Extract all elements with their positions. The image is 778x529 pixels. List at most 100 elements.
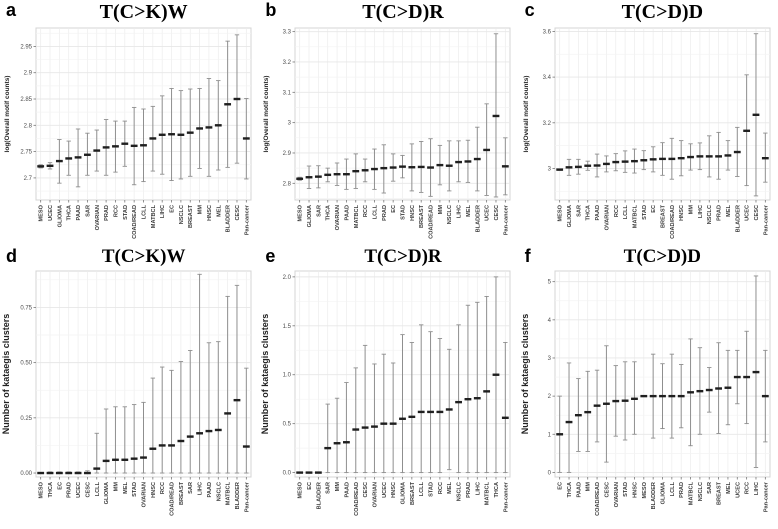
x-tick-label: UCEC [744, 205, 750, 221]
x-tick-label: CESC [494, 205, 500, 221]
error-bar-LCLL [93, 432, 101, 474]
error-bar-HNSC [408, 143, 416, 192]
error-bar-GLIOMA [565, 158, 573, 176]
x-tick-label: HNSC [207, 205, 213, 221]
error-bar-CESC [233, 34, 241, 164]
x-tick-label: CESC [85, 482, 91, 498]
x-tick-label: NSCLC [707, 205, 713, 224]
x-tick-label: UCEC [735, 482, 741, 498]
x-tick-label: EC [391, 205, 397, 213]
x-tick-label: PAAD [345, 205, 351, 220]
error-bar-PRAD [102, 119, 110, 176]
error-bar-COAD/READ [168, 369, 175, 474]
error-bar-OVARIAN [140, 401, 147, 474]
x-tick-label: LIHC [698, 205, 704, 218]
error-bar-MESO [296, 471, 304, 474]
x-tick-label: PAAD [76, 205, 82, 220]
x-axis: MESO THCA EC PRAD UCEC CESC LCLL GLIOMA MM MEL STA… [39, 477, 250, 516]
error-bar-PAAD [74, 128, 82, 188]
x-tick-label: STAD [123, 205, 129, 220]
x-tick-label: MESO [557, 204, 563, 221]
x-tick-label: GLIOMA [567, 205, 573, 227]
error-bar-UCEC [742, 74, 750, 187]
x-tick-label: LIHC [198, 482, 204, 495]
x-tick-label: STAD [641, 205, 647, 220]
error-bar-CESC [362, 344, 369, 474]
error-bar-EC [555, 395, 563, 473]
error-bar-COAD/READ [130, 106, 138, 186]
error-bar-UCEC [733, 349, 741, 405]
y-tick-label: 3.2 [283, 60, 292, 66]
x-tick-label: STAD [401, 205, 407, 220]
error-bar-EC [168, 88, 175, 181]
error-bar-THCA [324, 167, 332, 183]
panel-letter: a [6, 0, 17, 20]
y-axis: 0.0 0.5 1.0 1.5 2.0 Number of kataegis cluste… [260, 275, 296, 477]
errorbar-chart: 0 1 2 3 4 5 Number of kataegis clusters EC THCA P… [519, 268, 778, 529]
error-bar-BREAST [177, 361, 185, 474]
error-bar-MESO [555, 168, 563, 171]
x-tick-label: BLADDER [226, 205, 232, 232]
x-tick-label: STAD [132, 482, 138, 497]
x-tick-label: BREAST [716, 481, 722, 505]
error-bar-HNSC [677, 140, 685, 177]
x-tick-label: MM [198, 205, 204, 215]
y-tick-label: 4 [547, 318, 551, 324]
error-bar-MESO [640, 394, 647, 398]
x-tick-label: MATBCL [688, 481, 694, 505]
x-tick-label: GLIOMA [660, 482, 666, 504]
error-bar-PAAD [343, 382, 351, 474]
y-axis-title: log(Overall motif counts) [4, 76, 11, 153]
y-tick-label: 3 [547, 166, 551, 172]
y-tick-label: 2.0 [283, 275, 292, 281]
error-bar-OVARIAN [93, 129, 101, 172]
error-bar-HNSC [149, 377, 157, 474]
y-axis: 3 3.2 3.4 3.6 log(Overall motif counts) [523, 29, 555, 172]
error-bar-BLADDER [474, 126, 482, 192]
x-tick-label: EC [557, 482, 563, 490]
error-bar-SAR [705, 367, 713, 413]
figure-bottom-row: d T(C>K)W 0.00 0.25 0.50 0.75 Number of kata… [0, 246, 778, 529]
x-tick-label: UCEC [48, 205, 54, 221]
x-tick-label: PRAD [679, 482, 685, 498]
x-tick-label: OVARIAN [373, 482, 379, 507]
x-tick-label: BLADDER [651, 482, 657, 509]
y-axis: 2.7 2.75 2.8 2.85 2.9 2.95 log(Overall motif c… [4, 44, 36, 182]
y-axis-title: Number of kataegis clusters [1, 314, 11, 435]
error-bar-MEL [121, 406, 129, 474]
error-bar-COAD/READ [427, 138, 435, 197]
panel-letter: d [6, 246, 17, 266]
x-tick-label: MATBCL [151, 204, 157, 228]
x-tick-label: Pan-cancer [244, 204, 250, 235]
x-axis: MESO UCEC GLIOMA THCA PAAD SAR OVARIAN PRAD RCC S… [39, 200, 250, 239]
x-tick-label: LIHC [457, 205, 463, 218]
y-tick-label: 3 [547, 356, 551, 362]
panel-title: T(C>D)D [623, 246, 701, 267]
x-tick-label: SAR [188, 482, 194, 494]
y-tick-label: 1 [547, 432, 551, 438]
error-bar-MEL [446, 348, 453, 471]
errorbar-chart: 2.7 2.75 2.8 2.85 2.9 2.95 log(Overall motif c… [0, 25, 259, 246]
y-tick-label: 2.7 [24, 176, 33, 182]
errorbar-chart: 0.00 0.25 0.50 0.75 Number of kataegis clust… [0, 268, 259, 529]
x-tick-label: BLADDER [317, 482, 323, 509]
x-tick-label: LCLL [142, 204, 148, 219]
y-tick-label: 0.75 [20, 305, 32, 311]
error-bar-GLIOMA [55, 139, 63, 184]
error-bar-RCC [436, 338, 444, 474]
x-tick-label: MESO [641, 481, 647, 498]
error-bar-LIHC [696, 142, 703, 171]
x-tick-label: COAD/READ [429, 205, 435, 239]
x-tick-label: EC [170, 205, 176, 213]
x-tick-label: MEL [466, 204, 472, 216]
x-tick-label: Pan-cancer [244, 481, 250, 512]
x-tick-label: OVARIAN [95, 205, 101, 230]
y-axis-title: Number of kataegis clusters [520, 314, 530, 435]
x-tick-label: CESC [235, 205, 241, 221]
error-bar-MEL [214, 80, 222, 171]
x-tick-label: GLIOMA [307, 205, 313, 227]
error-bar-LCLL [418, 324, 425, 474]
error-bars [37, 34, 250, 188]
error-bar-Pan-cancer [242, 98, 250, 180]
